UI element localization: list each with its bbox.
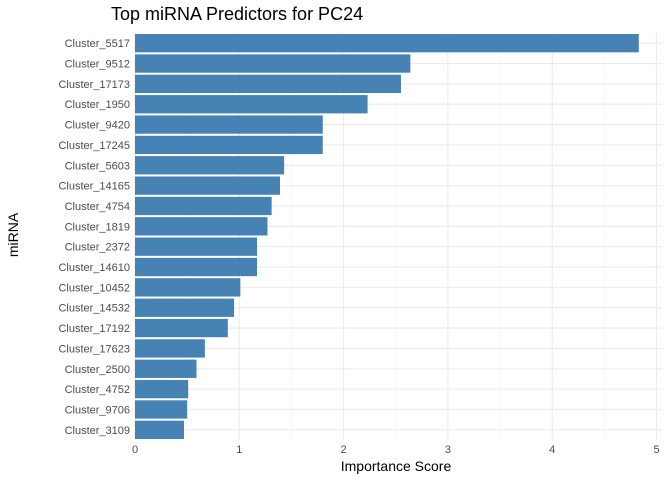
bar	[135, 420, 185, 439]
bar	[135, 379, 189, 399]
y-tick-label: Cluster_4752	[65, 384, 130, 396]
y-tick-label: Cluster_2500	[65, 364, 130, 376]
bar	[135, 237, 258, 256]
y-tick-label: Cluster_4754	[65, 201, 130, 213]
bar	[135, 339, 205, 358]
y-tick-label: Cluster_9512	[65, 59, 130, 71]
x-tick-label: 4	[549, 444, 555, 456]
y-tick-label: Cluster_2372	[65, 242, 130, 254]
y-tick-label: Cluster_17245	[58, 140, 130, 152]
x-tick-label: 2	[341, 444, 347, 456]
y-axis-title: miRNA	[5, 212, 21, 257]
bar	[135, 34, 639, 53]
x-tick-label: 3	[445, 444, 451, 456]
bar	[135, 298, 235, 317]
bar	[135, 217, 268, 236]
y-tick-label: Cluster_17173	[58, 79, 130, 91]
bar	[135, 95, 368, 114]
bar	[135, 135, 323, 155]
y-tick-label: Cluster_17192	[58, 323, 130, 335]
y-tick-label: Cluster_1950	[65, 99, 130, 111]
y-tick-label: Cluster_5517	[65, 38, 130, 50]
x-tick-labels: 0 1 2 3 4 5	[132, 444, 660, 456]
y-tick-label: Cluster_9706	[65, 404, 130, 416]
chart-title: Top miRNA Predictors for PC24	[111, 4, 363, 24]
bar	[135, 318, 228, 338]
y-tick-labels: Cluster_5517 Cluster_9512 Cluster_17173 Clu…	[58, 38, 130, 437]
x-tick-label: 1	[236, 444, 242, 456]
grid-lines	[134, 33, 662, 440]
y-tick-label: Cluster_5603	[65, 160, 130, 172]
bar	[135, 156, 285, 175]
x-tick-label: 0	[132, 444, 138, 456]
y-tick-label: Cluster_14165	[58, 181, 130, 193]
bar	[135, 278, 241, 297]
y-tick-label: Cluster_9420	[65, 120, 130, 132]
bar	[135, 400, 188, 419]
bar	[135, 54, 411, 73]
y-tick-label: Cluster_1819	[65, 221, 130, 233]
bar	[135, 196, 272, 216]
bar	[135, 74, 401, 94]
bar	[135, 176, 280, 195]
y-tick-label: Cluster_3109	[65, 425, 130, 437]
y-tick-label: Cluster_10452	[58, 282, 130, 294]
y-tick-label: Cluster_14610	[58, 262, 130, 274]
bar	[135, 257, 258, 277]
y-tick-label: Cluster_14532	[58, 303, 130, 315]
bar	[135, 359, 197, 378]
bars	[135, 34, 639, 439]
bar	[135, 115, 323, 134]
x-tick-label: 5	[653, 444, 659, 456]
x-axis-title: Importance Score	[341, 458, 452, 474]
y-tick-label: Cluster_17623	[58, 343, 130, 355]
